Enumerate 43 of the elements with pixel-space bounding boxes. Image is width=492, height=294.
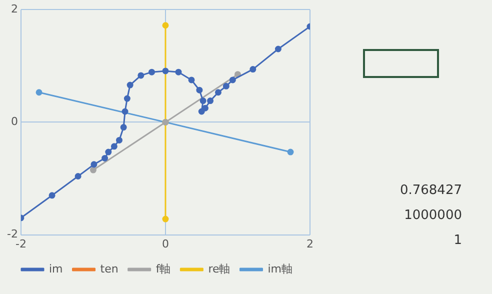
- point: [202, 104, 208, 112]
- text: 1000000: [403, 207, 462, 225]
- point: [287, 148, 294, 156]
- point: [90, 166, 96, 174]
- point: [188, 76, 195, 84]
- point: [124, 95, 130, 102]
- point: [207, 98, 214, 104]
- point: [138, 72, 144, 79]
- point: [126, 82, 134, 88]
- point: [116, 136, 122, 144]
- point: [175, 68, 182, 76]
- legend-label: re軸: [208, 262, 230, 276]
- point: [274, 46, 282, 52]
- legend-label: im: [48, 262, 63, 276]
- text: 1: [452, 232, 462, 250]
- point: [162, 22, 169, 29]
- point: [122, 108, 128, 115]
- point: [105, 148, 112, 156]
- point: [162, 68, 169, 74]
- point: [74, 173, 82, 180]
- text: 0.768427: [398, 182, 462, 200]
- legend-label: ten: [100, 262, 118, 276]
- point: [148, 68, 156, 76]
- x-tick-label: 0: [162, 237, 169, 250]
- legend-label: im軸: [268, 262, 293, 276]
- point: [196, 86, 203, 94]
- x-tick-label: 2: [306, 237, 314, 250]
- point: [250, 66, 256, 73]
- point: [48, 192, 56, 199]
- point: [90, 161, 98, 168]
- point: [36, 89, 42, 96]
- point: [214, 89, 222, 96]
- point: [102, 154, 108, 162]
- point: [200, 98, 206, 104]
- point: [229, 76, 236, 84]
- legend-label: f軸: [156, 262, 171, 276]
- point: [162, 216, 169, 222]
- point: [120, 124, 127, 131]
- y-tick-label: -2: [7, 228, 18, 241]
- y-tick-label: 2: [10, 2, 18, 16]
- point: [222, 82, 230, 90]
- point: [110, 143, 118, 150]
- y-tick-label: 0: [10, 115, 18, 128]
